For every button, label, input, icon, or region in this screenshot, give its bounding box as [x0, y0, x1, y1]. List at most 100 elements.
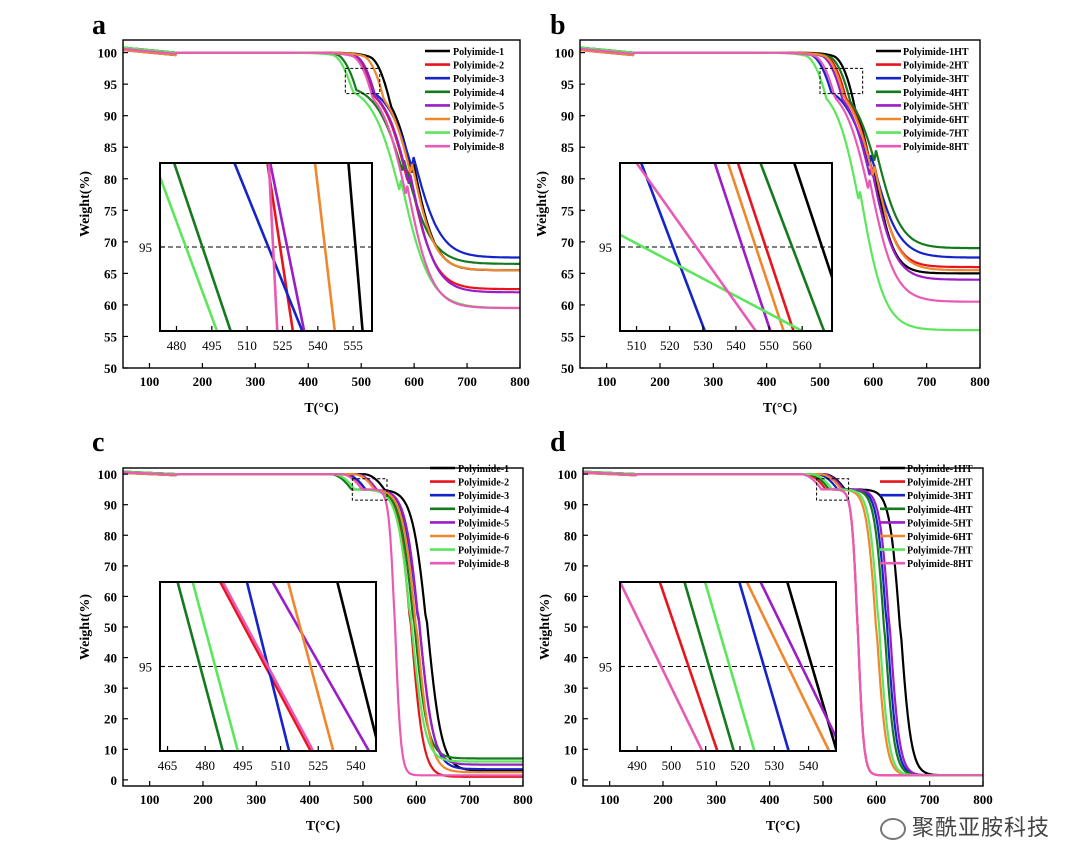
y-tick-label: 65: [561, 266, 575, 281]
x-tick-label: 200: [650, 374, 670, 389]
plot-frame: [122, 39, 521, 369]
inset-x-tick-label: 495: [233, 758, 253, 773]
inset-line-Polyimide-1: [347, 163, 364, 331]
inset-line-Polyimide-3: [233, 163, 304, 331]
legend-label: Polyimide-8HT: [907, 559, 973, 570]
x-tick-label: 300: [704, 374, 724, 389]
x-tick-label: 600: [867, 792, 887, 807]
inset-x-tick-label: 520: [730, 758, 750, 773]
inset-x-tick-label: 560: [792, 338, 812, 353]
zoom-box: [344, 67, 381, 95]
x-tick-label: 800: [970, 374, 990, 389]
inset-line-Polyimide-2: [218, 582, 313, 751]
panel-label: c: [92, 427, 104, 458]
legend-label: Polyimide-7: [458, 546, 509, 557]
legend-label: Polyimide-6HT: [907, 532, 973, 543]
x-tick-label: 800: [510, 374, 530, 389]
legend-label: Polyimide-5: [453, 101, 504, 112]
inset-line-Polyimide-8HT: [620, 582, 704, 751]
y-tick-label: 60: [104, 589, 117, 604]
x-tick-label: 700: [460, 792, 480, 807]
y-tick-label: 30: [564, 681, 577, 696]
legend-label: Polyimide-3: [453, 74, 504, 85]
legend-label: Polyimide-2HT: [907, 478, 973, 489]
y-tick-label: 70: [564, 559, 577, 574]
inset-x-tick-label: 525: [273, 338, 293, 353]
legend-label: Polyimide-4: [458, 505, 509, 516]
y-tick-label: 100: [98, 46, 118, 61]
x-tick-label: 200: [193, 374, 213, 389]
x-tick-label: 800: [973, 792, 993, 807]
y-tick-label: 60: [564, 589, 577, 604]
inset-line-Polyimide-7HT: [620, 233, 805, 331]
legend-label: Polyimide-3HT: [907, 491, 973, 502]
inset-y-tick-label: 95: [599, 240, 612, 255]
y-tick-label: 20: [104, 712, 117, 727]
legend-label: Polyimide-8HT: [903, 142, 969, 153]
inset-line-Polyimide-2HT: [736, 163, 795, 331]
inset-line-Polyimide-7: [160, 173, 219, 331]
y-tick-label: 100: [555, 46, 575, 61]
x-tick-label: 500: [353, 792, 373, 807]
x-tick-label: 100: [600, 792, 620, 807]
inset-b: 510 520 530 540 550 560 95: [599, 162, 833, 353]
inset-x-tick-label: 500: [662, 758, 682, 773]
inset-x-tick-label: 510: [271, 758, 291, 773]
legend-label: Polyimide-6: [458, 532, 509, 543]
legend-label: Polyimide-1HT: [903, 47, 969, 58]
inset-x-tick-label: 530: [765, 758, 785, 773]
x-axis-label: T(°C): [766, 819, 801, 834]
x-tick-label: 700: [920, 792, 940, 807]
x-tick-label: 400: [757, 374, 777, 389]
inset-x-tick-label: 530: [693, 338, 713, 353]
inset-line-Polyimide-1HT: [792, 163, 832, 282]
y-tick-label: 100: [558, 467, 578, 482]
inset-x-tick-label: 540: [346, 758, 366, 773]
legend-label: Polyimide-2: [458, 478, 509, 489]
inset-line-Polyimide-6: [286, 582, 335, 751]
y-tick-label: 100: [98, 467, 118, 482]
inset-line-Polyimide-5: [268, 163, 306, 331]
inset-line-Polyimide-7: [191, 582, 240, 751]
x-tick-label: 500: [810, 374, 830, 389]
inset-x-tick-label: 555: [343, 338, 363, 353]
x-tick-label: 500: [351, 374, 371, 389]
inset-line-Polyimide-8: [221, 582, 315, 751]
inset-line-Polyimide-3HT: [737, 582, 791, 751]
y-tick-label: 90: [564, 498, 577, 513]
y-axis-label: Weight(%): [538, 594, 553, 660]
inset-line-Polyimide-1: [335, 582, 376, 743]
legend-label: Polyimide-5: [458, 518, 509, 529]
legend-label: Polyimide-1: [458, 464, 509, 475]
zoom-box: [816, 478, 850, 501]
y-tick-label: 85: [561, 140, 575, 155]
legend-label: Polyimide-2: [453, 61, 504, 72]
legend-label: Polyimide-8: [453, 142, 504, 153]
inset-x-tick-label: 520: [660, 338, 680, 353]
inset-line-Polyimide-5: [271, 582, 371, 751]
x-axis-label: T(°C): [304, 401, 339, 416]
watermark: 聚酰亚胺科技: [879, 810, 1050, 842]
x-tick-label: 600: [864, 374, 884, 389]
inset-line-Polyimide-4: [172, 163, 233, 331]
panel-a: 100 200 300 400 500 600 700 800 50 55 60 65 70 75 80 85…: [78, 10, 530, 416]
curve-Polyimide-8: [123, 471, 523, 777]
curve-Polyimide-8HT: [583, 471, 983, 777]
legend-label: Polyimide-6HT: [903, 115, 969, 126]
inset-c: 465 480 495 510 525 540 95: [139, 581, 377, 773]
x-tick-label: 100: [140, 792, 160, 807]
panel-d: 100 200 300 400 500 600 700 800 0 10 20 30 40 50 60 70 8…: [538, 427, 993, 834]
x-tick-label: 100: [597, 374, 617, 389]
y-tick-label: 70: [561, 235, 574, 250]
inset-x-tick-label: 525: [308, 758, 328, 773]
y-tick-label: 10: [104, 742, 117, 757]
x-tick-label: 700: [457, 374, 477, 389]
x-tick-label: 600: [404, 374, 424, 389]
x-tick-label: 700: [917, 374, 937, 389]
legend-label: Polyimide-6: [453, 115, 504, 126]
legend-label: Polyimide-1: [453, 47, 504, 58]
x-tick-label: 300: [707, 792, 727, 807]
x-tick-label: 400: [299, 374, 319, 389]
wechat-icon: [879, 818, 906, 840]
y-tick-label: 40: [104, 651, 117, 666]
